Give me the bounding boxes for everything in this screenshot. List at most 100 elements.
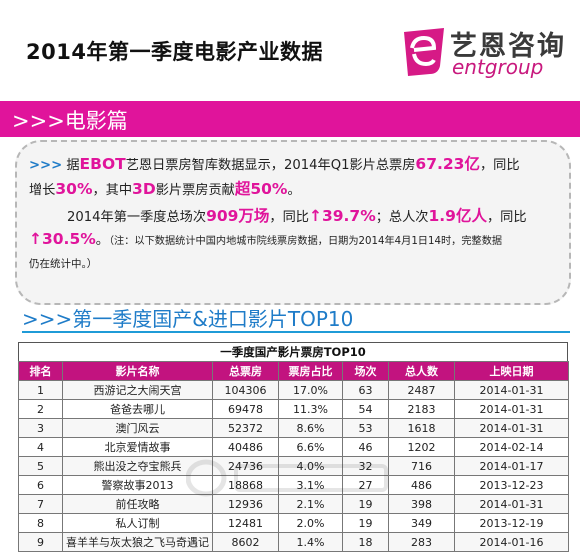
logo-text-en: entgroup <box>452 55 544 79</box>
table-cell: 5 <box>18 456 63 476</box>
column-header: 排名 <box>18 361 63 381</box>
table-cell: 爸爸去哪儿 <box>62 399 213 419</box>
admissions-highlight: 1.9亿人 <box>428 207 487 225</box>
table-cell: 2014-02-14 <box>454 437 569 457</box>
table-cell: 西游记之大闹天宫 <box>62 380 213 400</box>
table-cell: 2014-01-31 <box>454 418 569 438</box>
arrows-marker: >>> <box>29 158 63 173</box>
entgroup-logo: 艺恩咨询 entgroup <box>400 24 570 80</box>
summary-line-3: 2014年第一季度总场次909万场，同比↑39.7%；总人次1.9亿人，同比 <box>67 204 527 226</box>
table-cell: 8 <box>18 513 63 533</box>
subheading-title: >>>第一季度国产&进口影片TOP10 <box>22 307 354 331</box>
table-cell: 2.1% <box>278 494 343 514</box>
text: 影片票房贡献 <box>155 183 235 198</box>
logo-text-cn: 艺恩咨询 <box>450 31 566 62</box>
table-row: 3 澳门风云 52372 8.6% 53 1618 2014-01-31 <box>18 418 569 438</box>
summary-line-4: ↑30.5%。（注：以下数据统计中国内地城市院线票房数据，日期为2014年4月1… <box>29 229 502 248</box>
table-cell: 6.6% <box>278 437 343 457</box>
table-cell: 澳门风云 <box>62 418 213 438</box>
text: 。 <box>287 183 301 198</box>
table-cell: 12481 <box>212 513 279 533</box>
table-cell: 27 <box>342 475 389 495</box>
data-note: （注：以下数据统计中国内地城市院线票房数据，日期为2014年4月1日14时，完整… <box>108 236 503 247</box>
table-cell: 警察故事2013 <box>62 475 213 495</box>
column-header: 上映日期 <box>454 361 569 381</box>
table-row: 4 北京爱情故事 40486 6.6% 46 1202 2014-02-14 <box>18 437 569 457</box>
table-header-row: 排名 影片名称 总票房 票房占比 场次 总人数 上映日期 <box>18 361 569 381</box>
column-header: 总票房 <box>212 361 279 381</box>
column-header: 影片名称 <box>62 361 213 381</box>
3d-highlight: 3D <box>132 180 156 198</box>
table-cell: 52372 <box>212 418 279 438</box>
ebot-highlight: EBOT <box>79 155 126 173</box>
table-cell: 53 <box>342 418 389 438</box>
table-cell: 2013-12-19 <box>454 513 569 533</box>
table-cell: 18868 <box>212 475 279 495</box>
table-cell: 4 <box>18 437 63 457</box>
text: 2014年第一季度总场次 <box>67 210 207 225</box>
table-cell: 前任攻略 <box>62 494 213 514</box>
text: ，同比 <box>479 158 520 173</box>
table-row: 2 爸爸去哪儿 69478 11.3% 54 2183 2014-01-31 <box>18 399 569 419</box>
screenings-highlight: 909万场 <box>206 207 270 225</box>
table-cell: 1.4% <box>278 532 343 552</box>
table-cell: 17.0% <box>278 380 343 400</box>
screenings-growth-highlight: ↑39.7% <box>308 207 376 225</box>
table-cell: 40486 <box>212 437 279 457</box>
section-bar: >>>电影篇 <box>0 101 580 137</box>
admissions-growth-highlight: ↑30.5% <box>29 230 96 248</box>
table-cell: 104306 <box>212 380 279 400</box>
table-cell: 2 <box>18 399 63 419</box>
column-header: 场次 <box>342 361 389 381</box>
table-cell: 63 <box>342 380 389 400</box>
table-cell: 9 <box>18 532 63 552</box>
text: 据 <box>62 158 80 173</box>
summary-box: >>> 据EBOT艺恩日票房智库数据显示，2014年Q1影片总票房67.23亿，… <box>15 140 571 305</box>
text: 。 <box>95 233 109 248</box>
summary-line-1: >>> 据EBOT艺恩日票房智库数据显示，2014年Q1影片总票房67.23亿，… <box>29 152 520 174</box>
table-row: 8 私人订制 12481 2.0% 19 349 2013-12-19 <box>18 513 569 533</box>
box-office-highlight: 67.23亿 <box>415 155 480 173</box>
table-cell: 2014-01-31 <box>454 399 569 419</box>
table-cell: 3.1% <box>278 475 343 495</box>
3d-share-highlight: 超50% <box>234 180 288 198</box>
table-cell: 32 <box>342 456 389 476</box>
table-cell: 283 <box>388 532 455 552</box>
page-title: 2014年第一季度电影产业数据 <box>26 40 323 64</box>
table-cell: 398 <box>388 494 455 514</box>
table-cell: 486 <box>388 475 455 495</box>
table-cell: 喜羊羊与灰太狼之飞马奇遇记 <box>62 532 213 552</box>
column-header: 票房占比 <box>278 361 343 381</box>
data-table: 排名 影片名称 总票房 票房占比 场次 总人数 上映日期 1 西游记之大闹天宫 10… <box>18 361 569 552</box>
table-cell: 2183 <box>388 399 455 419</box>
table-cell: 19 <box>342 494 389 514</box>
table-cell: 19 <box>342 513 389 533</box>
table-cell: 2014-01-31 <box>454 494 569 514</box>
table-cell: 1 <box>18 380 63 400</box>
table-row: 7 前任攻略 12936 2.1% 19 398 2014-01-31 <box>18 494 569 514</box>
box-office-table: 一季度国产影片票房TOP10 排名 影片名称 总票房 票房占比 场次 总人数 上… <box>18 342 569 552</box>
growth-highlight: 30% <box>55 180 93 198</box>
text: 艺恩日票房智库数据显示，2014年Q1影片总票房 <box>125 158 416 173</box>
table-cell: 熊出没之夺宝熊兵 <box>62 456 213 476</box>
summary-line-5: 仍在统计中。） <box>29 258 98 270</box>
text: ，同比 <box>269 210 309 225</box>
table-cell: 46 <box>342 437 389 457</box>
text: 增长 <box>29 183 56 198</box>
table-cell: 18 <box>342 532 389 552</box>
table-cell: 24736 <box>212 456 279 476</box>
text: ；总人次 <box>375 210 429 225</box>
table-cell: 2014-01-31 <box>454 380 569 400</box>
table-cell: 2014-01-17 <box>454 456 569 476</box>
header: 2014年第一季度电影产业数据 艺恩咨询 entgroup <box>0 0 580 100</box>
entgroup-logo-icon <box>404 28 444 76</box>
section-title: >>>电影篇 <box>12 109 128 133</box>
table-cell: 1202 <box>388 437 455 457</box>
table-title: 一季度国产影片票房TOP10 <box>18 342 568 361</box>
table-cell: 11.3% <box>278 399 343 419</box>
table-cell: 8602 <box>212 532 279 552</box>
table-cell: 716 <box>388 456 455 476</box>
table-cell: 私人订制 <box>62 513 213 533</box>
table-row: 9 喜羊羊与灰太狼之飞马奇遇记 8602 1.4% 18 283 2014-01-16 <box>18 532 569 552</box>
table-cell: 2014-01-16 <box>454 532 569 552</box>
